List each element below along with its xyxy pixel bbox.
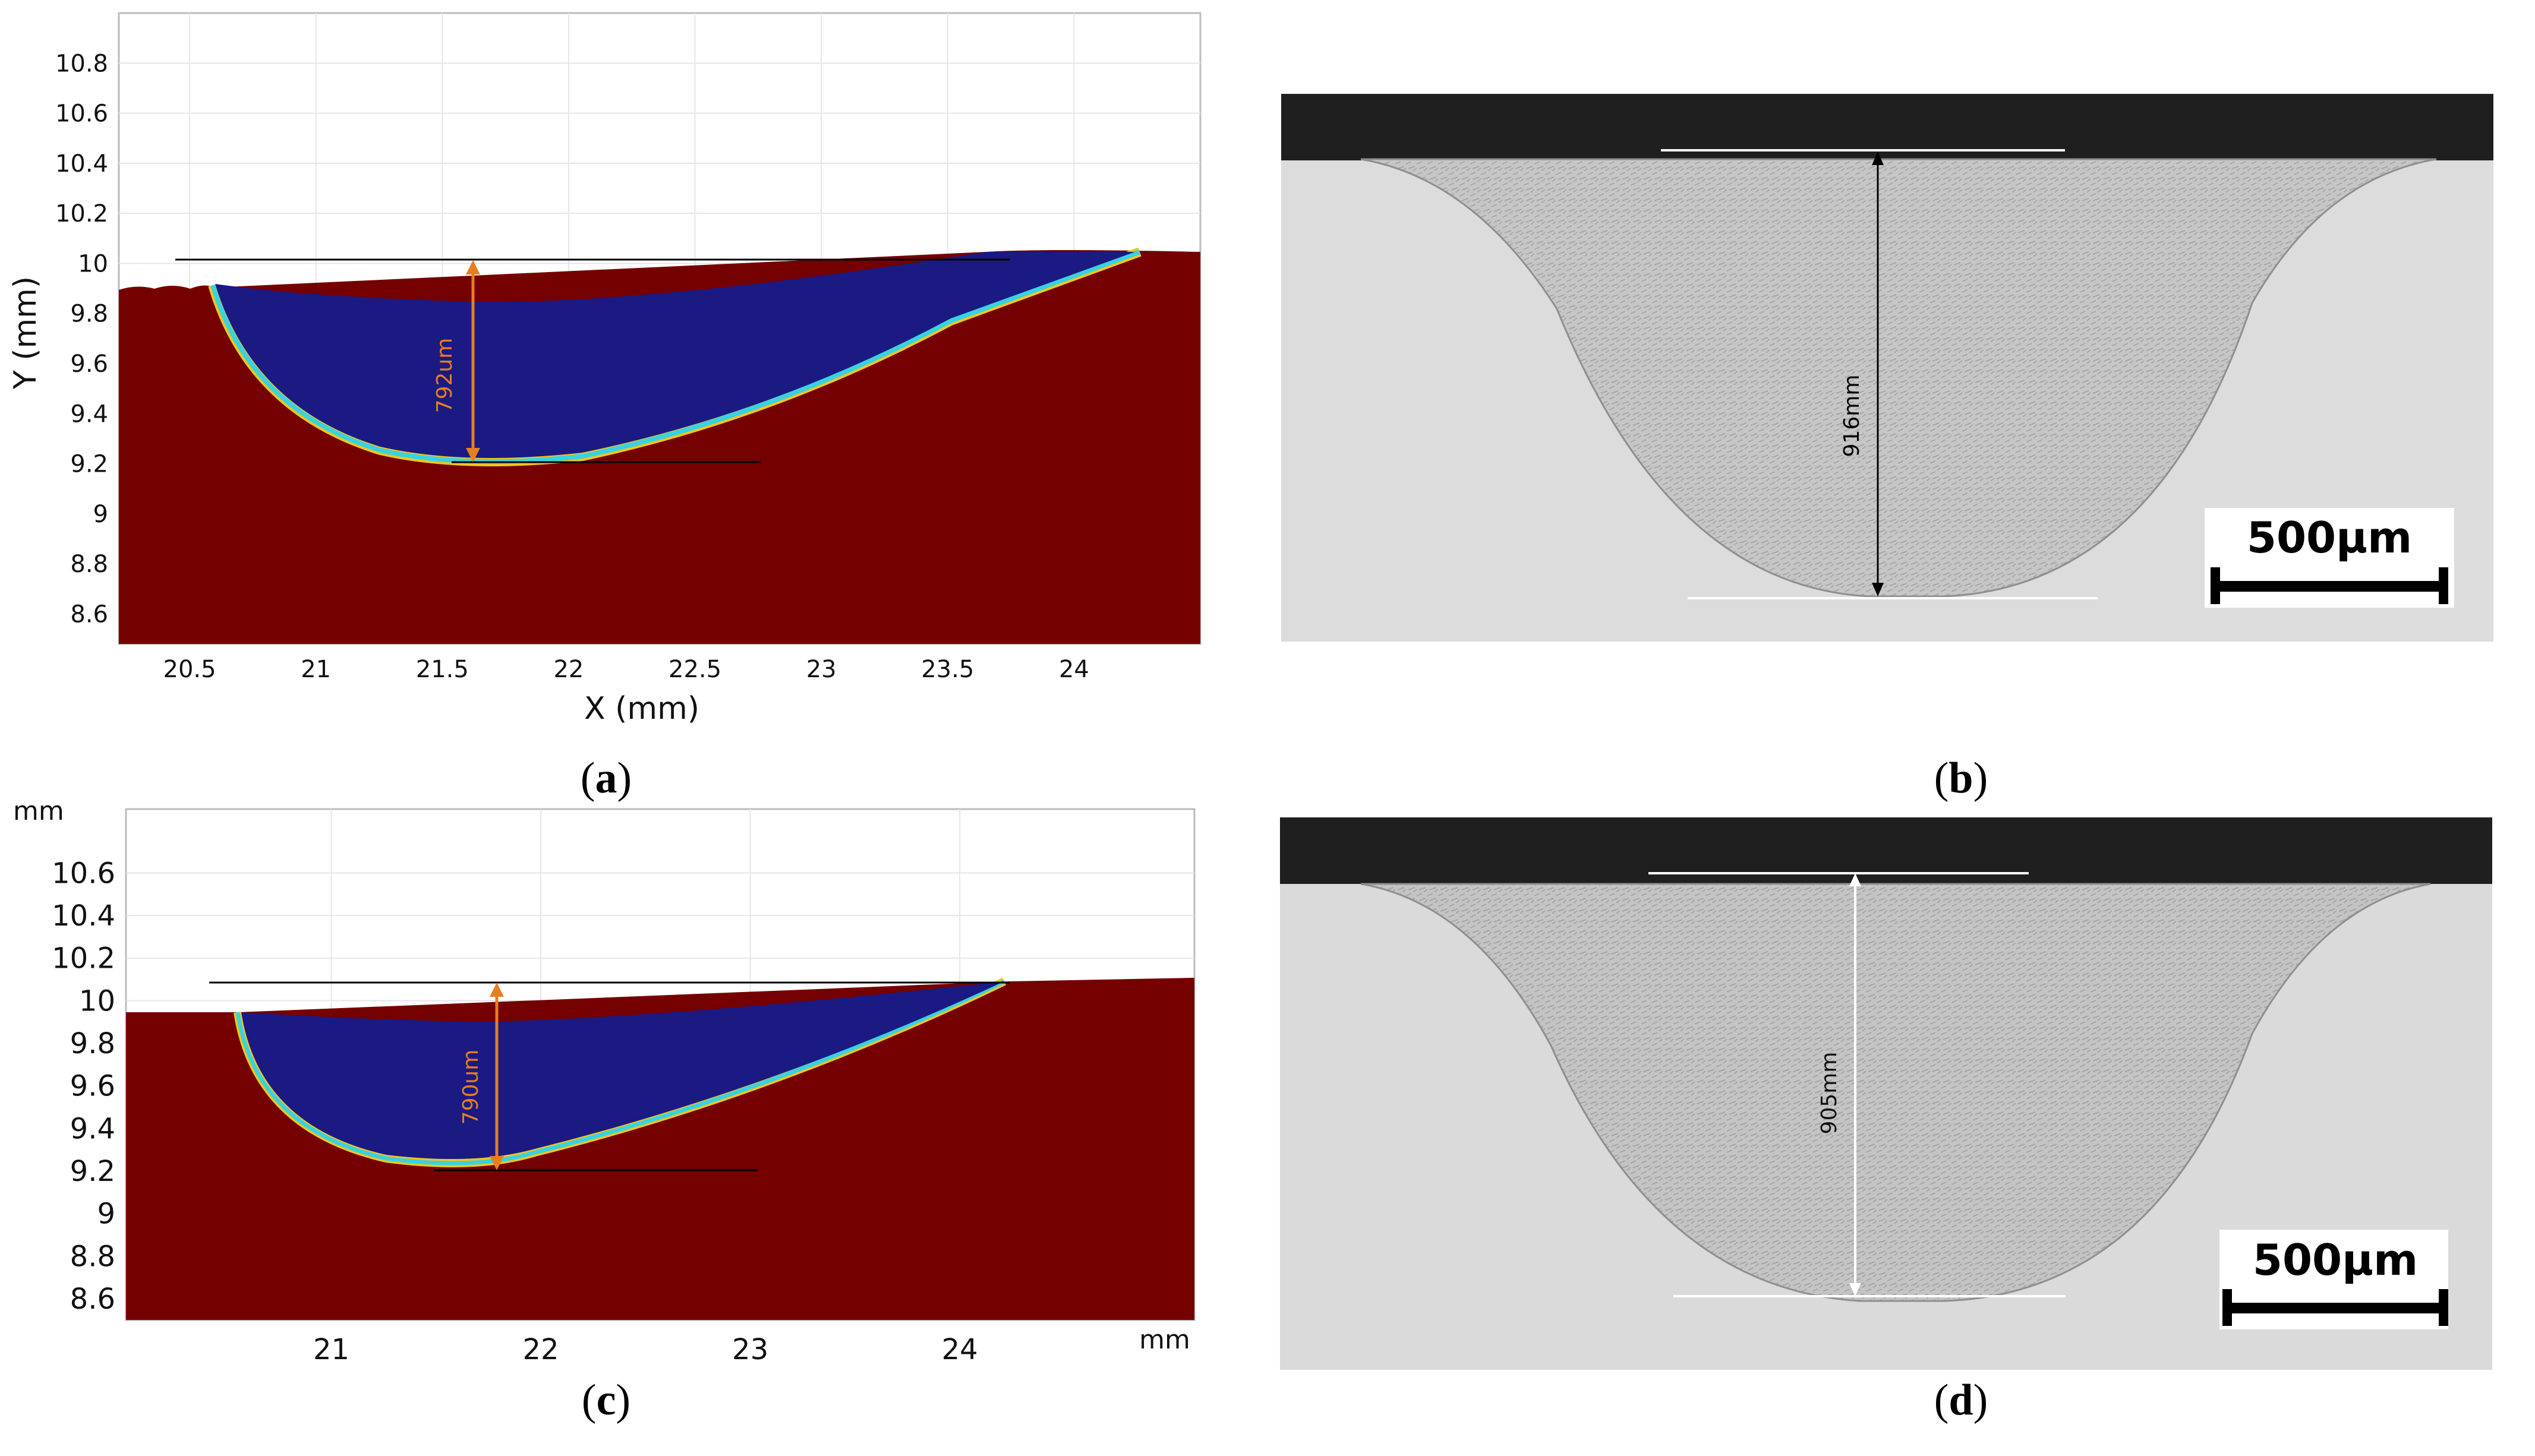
y-tick-label: 10.2 xyxy=(52,942,115,975)
fusion-zone xyxy=(1360,158,2437,598)
y-tick-label: 9.6 xyxy=(70,1070,115,1103)
y-tick-label: 9.2 xyxy=(70,451,108,478)
x-tick-label: 24 xyxy=(1059,656,1089,683)
fusion-zone xyxy=(1360,883,2431,1302)
panel-c: 790um 8.6 8.8 9 9.2 9.4 9.6 9.8 10 10.2 10.4 10.6 … xyxy=(0,796,1236,1456)
y-tick-label: 8.6 xyxy=(70,601,108,628)
y-tick-label: 9 xyxy=(93,501,108,528)
panel-a: 792um 8.6 8.8 9 9.2 9.4 9.6 9.8 10 10.2 10.4 10.6 1… xyxy=(0,0,1236,803)
arrow-head-down xyxy=(490,1156,504,1170)
x-tick-label: 22 xyxy=(553,656,584,683)
caption-b: (b) xyxy=(1934,754,1988,803)
y-tick-label: 10.6 xyxy=(52,857,115,890)
arrow-head-up xyxy=(466,260,480,274)
scale-bar xyxy=(2211,581,2448,592)
x-tick-label: 23 xyxy=(732,1333,768,1366)
y-tick-label: 8.8 xyxy=(70,1240,115,1273)
x-tick-labels: 21 22 23 24 xyxy=(313,1333,978,1366)
panel-c-plot: 790um 8.68.899.29.49.69.81010.210.410.6 … xyxy=(13,796,1196,1366)
x-tick-label: 23 xyxy=(806,656,837,683)
y-tick-label: 9.4 xyxy=(70,400,108,428)
x-tick-label: 23.5 xyxy=(921,656,974,683)
panel-d: 905mm 500µm (d) xyxy=(1278,796,2535,1456)
y-tick-label: 9 xyxy=(97,1198,115,1231)
x-tick-label: 22.5 xyxy=(669,656,721,683)
y-tick-label: 10 xyxy=(79,984,115,1018)
scale-bar xyxy=(2222,1303,2448,1313)
x-tick-label: 21.5 xyxy=(416,656,469,683)
arrow-head-down xyxy=(1872,583,1884,596)
x-tick-label: 21 xyxy=(301,656,331,683)
caption-c: (c) xyxy=(581,1376,631,1425)
caption-a: (a) xyxy=(580,754,632,803)
y-tick-label: 8.6 xyxy=(70,1283,115,1316)
depth-label: 905mm xyxy=(1817,1052,1842,1135)
y-tick-label: 9.8 xyxy=(70,1027,115,1060)
arrow-head-up xyxy=(1849,873,1861,886)
y-tick-label: 10.4 xyxy=(55,150,108,178)
panel-b: 916mm 500µm (b) xyxy=(1278,0,2535,808)
y-unit-label: mm xyxy=(13,796,64,826)
y-tick-labels: 8.6 8.8 9 9.2 9.4 9.6 9.8 10 10.2 10.4 10.6 10.8 xyxy=(55,50,108,628)
y-tick-label: 9.6 xyxy=(70,350,108,378)
y-tick-label: 10.4 xyxy=(52,899,115,933)
micrograph-b: 916mm 500µm xyxy=(1281,94,2493,642)
caption-d: (d) xyxy=(1934,1376,1988,1425)
arrow-head-up xyxy=(490,983,504,997)
x-tick-label: 21 xyxy=(313,1333,349,1366)
x-axis-label: X (mm) xyxy=(584,691,699,727)
arrow-head-down xyxy=(466,448,480,462)
depth-label: 792um xyxy=(433,338,457,413)
y-tick-label: 10.2 xyxy=(55,200,108,228)
y-tick-label: 9.4 xyxy=(70,1112,115,1145)
x-tick-label: 24 xyxy=(942,1333,978,1366)
y-tick-label: 9.2 xyxy=(70,1155,115,1188)
panel-a-plot: 792um 8.6 8.8 9 9.2 9.4 9.6 9.8 10 10.2 10.4 10.6 1… xyxy=(8,12,1202,727)
y-tick-label: 9.8 xyxy=(70,301,108,328)
x-tick-labels: 20.5 21 21.5 22 22.5 23 23.5 24 xyxy=(163,656,1089,683)
x-unit-label: mm xyxy=(1139,1325,1190,1355)
x-tick-label: 22 xyxy=(523,1333,559,1366)
arrow-head-down xyxy=(1849,1283,1861,1296)
micrograph-d: 905mm 500µm xyxy=(1280,817,2492,1370)
y-tick-label: 10 xyxy=(78,250,108,277)
y-axis-label: Y (mm) xyxy=(8,276,43,390)
depth-label: 790um xyxy=(459,1050,483,1125)
y-tick-labels: 8.6 8.8 9 9.2 9.4 9.6 9.8 10 10.2 10.4 10.6 xyxy=(52,857,115,1316)
y-tick-label: 8.8 xyxy=(70,551,108,578)
melt-pool-region xyxy=(241,981,1004,1160)
y-tick-label: 10.6 xyxy=(55,100,108,128)
scale-bar-label: 500µm xyxy=(2247,513,2412,563)
melt-pool-region xyxy=(215,252,1135,458)
depth-label: 916mm xyxy=(1840,375,1864,457)
x-tick-label: 20.5 xyxy=(163,656,216,683)
scale-bar-label: 500µm xyxy=(2253,1235,2418,1285)
y-tick-label: 10.8 xyxy=(55,50,108,77)
arrow-head-up xyxy=(1872,151,1884,165)
